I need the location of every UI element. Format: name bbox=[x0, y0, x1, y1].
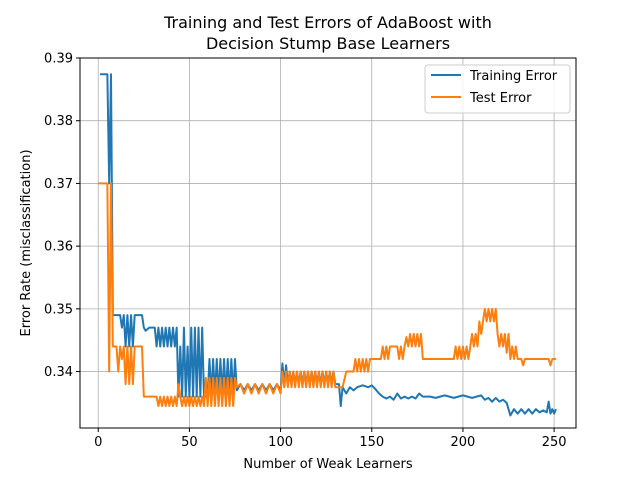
y-tick-label: 0.34 bbox=[44, 365, 73, 380]
grid bbox=[80, 57, 576, 428]
chart-title-line-1: Training and Test Errors of AdaBoost wit… bbox=[163, 13, 492, 32]
chart-title-line-2: Decision Stump Base Learners bbox=[206, 34, 450, 53]
ticks: 0 50 100 150 200 250 0.34 0.35 0.36 0.37 0.38 0.39 bbox=[44, 52, 566, 451]
x-tick-label: 150 bbox=[359, 435, 384, 450]
x-axis-label: Number of Weak Learners bbox=[243, 457, 412, 472]
series-line-test-error bbox=[98, 182, 556, 408]
x-tick-label: 0 bbox=[94, 435, 102, 450]
y-tick-label: 0.39 bbox=[44, 52, 73, 67]
plot-frame bbox=[79, 57, 577, 429]
x-tick-label: 50 bbox=[181, 435, 198, 450]
legend-label-training-error: Training Error bbox=[469, 69, 558, 84]
y-tick-label: 0.38 bbox=[44, 114, 73, 129]
y-axis-label: Error Rate (misclassification) bbox=[19, 149, 34, 336]
legend: Training Error Test Error bbox=[424, 64, 571, 114]
x-tick-label: 200 bbox=[451, 435, 476, 450]
x-tick-label: 250 bbox=[542, 435, 567, 450]
legend-label-test-error: Test Error bbox=[469, 91, 532, 106]
y-tick-label: 0.36 bbox=[44, 240, 73, 255]
legend-box bbox=[424, 64, 571, 114]
series-layer bbox=[98, 73, 557, 417]
x-tick-label: 100 bbox=[268, 435, 293, 450]
y-tick-label: 0.37 bbox=[44, 177, 73, 192]
y-tick-label: 0.35 bbox=[44, 302, 73, 317]
